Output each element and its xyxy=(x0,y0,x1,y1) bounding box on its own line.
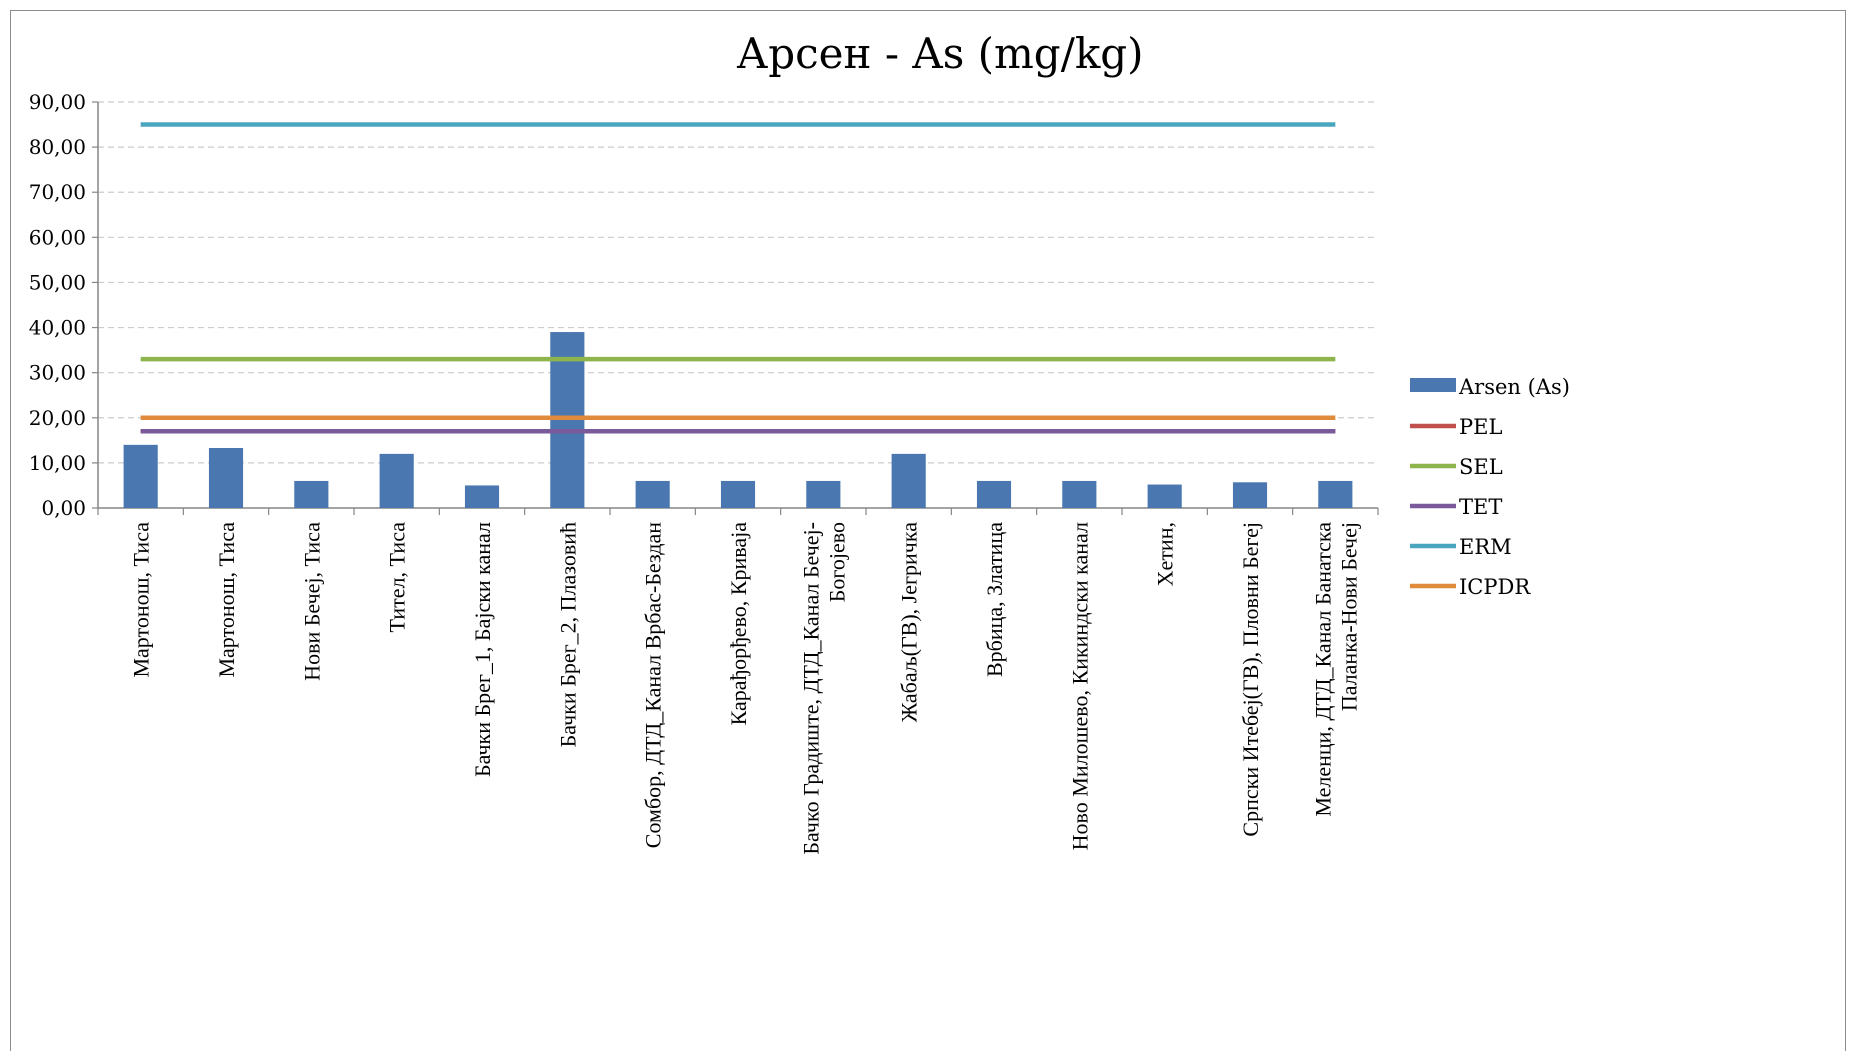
y-tick-label: 90,00 xyxy=(29,90,86,114)
legend-swatch xyxy=(1410,378,1456,392)
bar xyxy=(1318,480,1353,508)
y-tick-label: 40,00 xyxy=(29,316,86,340)
x-tick-label: Бачки Брег_1, Бајски канал xyxy=(470,522,495,777)
x-tick-label: Врбица, Златица xyxy=(982,522,1007,677)
x-tick-label: Хетин, xyxy=(1153,522,1178,586)
legend-label: SEL xyxy=(1459,455,1503,479)
legend-label: Arsen (As) xyxy=(1458,375,1570,399)
x-tick-label: Бачки Брег_2, Плазовић xyxy=(555,522,580,747)
x-tick-labels: Мартонош, Тиса Мартонош, Тиса Нови Бечеј, … xyxy=(129,522,1362,855)
y-tick-label: 20,00 xyxy=(29,406,86,430)
bar xyxy=(976,480,1012,508)
bar xyxy=(635,480,670,508)
y-tick-labels: 0,00 10,00 20,00 30,00 40,00 50,00 60,00 70,00 8… xyxy=(29,90,86,520)
x-tick-label: Нови Бечеј, Тиса xyxy=(299,522,324,681)
legend-label: TET xyxy=(1459,495,1502,519)
x-tick-label: Сомбор, ДТД_Канал Врбас-Бездан xyxy=(641,522,666,848)
grid-lines xyxy=(98,101,1378,464)
bar xyxy=(1062,480,1097,508)
x-tick-label: Карађорђево, Криваја xyxy=(726,522,751,726)
bar xyxy=(1232,482,1268,508)
bar xyxy=(1147,484,1182,508)
y-tick-label: 70,00 xyxy=(29,180,86,204)
bar xyxy=(294,480,329,508)
y-tick-label: 80,00 xyxy=(29,135,86,159)
bar xyxy=(720,480,756,508)
y-tick-label: 10,00 xyxy=(29,451,86,475)
legend-label: ICPDR xyxy=(1459,575,1531,599)
x-tick-label: Мартонош, Тиса xyxy=(129,522,154,678)
y-tick-label: 0,00 xyxy=(41,496,86,520)
legend: Arsen (As) PEL SEL TET ERM ICPDR xyxy=(1410,375,1570,599)
x-tick-label: Жабаљ(ГВ), Јегричка xyxy=(897,522,922,722)
x-tick-label: Бачко Градиште, ДТД_Канал Бечеј- xyxy=(798,522,823,855)
x-tick-label: Тител, Тиса xyxy=(385,522,410,633)
threshold-lines xyxy=(140,122,1336,434)
chart-title: Арсен - As (mg/kg) xyxy=(736,29,1143,78)
x-tick-label: Богојево xyxy=(824,522,849,602)
bar-series xyxy=(123,332,1353,508)
y-tick-label: 50,00 xyxy=(29,270,86,294)
y-tick-label: 60,00 xyxy=(29,225,86,249)
bar xyxy=(123,444,158,508)
bar xyxy=(806,480,841,508)
x-tick-label: Меленци, ДТД_Канал Банатска xyxy=(1310,522,1335,817)
bar xyxy=(891,453,926,508)
legend-label: PEL xyxy=(1459,415,1502,439)
x-tick-label: Српски Итебеј(ГВ), Пловни Бегеј xyxy=(1238,522,1263,837)
x-tick-label: Паланка-Нови Бечеј xyxy=(1336,522,1361,711)
x-tick-label: Мартонош, Тиса xyxy=(214,522,239,678)
bar xyxy=(550,332,585,508)
legend-label: ERM xyxy=(1459,535,1512,559)
bar xyxy=(379,453,414,508)
axes xyxy=(92,101,1379,515)
chart-frame xyxy=(10,10,1846,1051)
y-tick-label: 30,00 xyxy=(29,361,86,385)
bar xyxy=(208,448,244,508)
x-tick-label: Ново Милошево, Кикиндски канал xyxy=(1067,522,1092,850)
bar xyxy=(464,485,500,508)
